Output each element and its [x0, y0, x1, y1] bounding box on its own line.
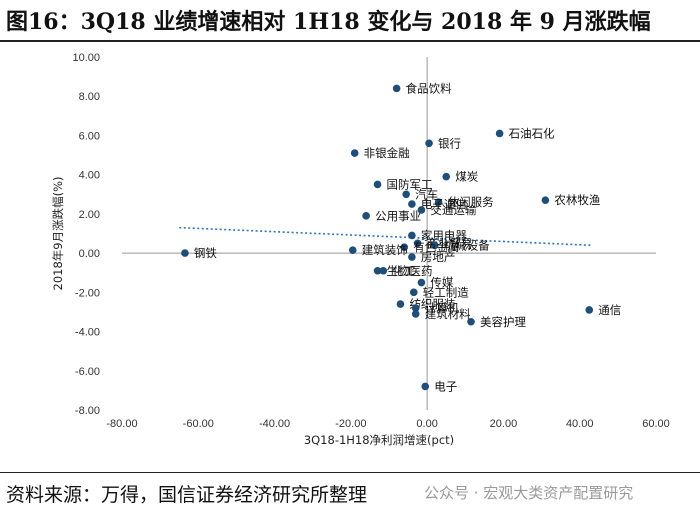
point-label: 钢铁	[194, 246, 217, 260]
data-point	[411, 304, 420, 312]
trendline-group	[179, 226, 592, 247]
point-label: 建筑装饰	[362, 243, 408, 257]
data-point	[417, 206, 426, 214]
point-label: 美容护理	[480, 315, 526, 329]
axes	[122, 57, 656, 410]
data-point	[379, 266, 388, 275]
y-tick-label: 4.00	[79, 170, 100, 182]
y-tick-label: 2.00	[79, 209, 100, 221]
data-point	[400, 243, 409, 252]
data-point	[425, 139, 433, 148]
data-point	[392, 84, 401, 93]
figure-title: 图16：3Q18 业绩增速相对 1H18 变化与 2018 年 9 月涨跌幅	[6, 9, 651, 35]
point-label: 公用事业	[375, 209, 421, 223]
x-tick-label: -80.00	[106, 418, 137, 430]
x-tick-label: -20.00	[335, 418, 366, 430]
point-label: 纺织服装	[409, 297, 455, 311]
x-axis-label: 3Q18-1H18净利润增速(pct)	[304, 433, 454, 447]
data-point	[373, 180, 382, 189]
source-rule	[0, 472, 700, 473]
y-tick-label: 0.00	[79, 248, 100, 260]
point-label: 通信	[598, 303, 621, 317]
trendline	[179, 226, 592, 247]
point-label: 国防军工	[387, 177, 433, 191]
data-point	[402, 190, 410, 199]
y-tick-label: -8.00	[75, 405, 100, 417]
data-point	[408, 231, 416, 240]
data-point	[417, 278, 426, 287]
data-point	[350, 149, 359, 157]
x-tick-label: -60.00	[183, 418, 214, 430]
x-tick-label: 40.00	[566, 418, 594, 430]
point-label: 电子	[434, 379, 457, 393]
data-point	[396, 300, 405, 308]
data-point	[430, 241, 439, 250]
data-point	[408, 200, 416, 208]
y-tick-label: -4.00	[75, 327, 100, 339]
point-label: 房地产	[421, 250, 456, 264]
point-label: 汽车	[415, 187, 438, 201]
point-label: 家用电器	[421, 228, 467, 242]
data-point	[409, 288, 418, 297]
point-label: 食品饮料	[406, 81, 452, 95]
y-axis-label: 2018年9月涨跌幅(%)	[51, 177, 65, 291]
data-point	[413, 239, 422, 248]
data-point	[421, 382, 430, 391]
data-point	[181, 249, 189, 257]
data-point	[541, 196, 550, 204]
point-label: 非银金融	[364, 146, 410, 160]
point-label: 轻工制造	[423, 285, 469, 299]
point-label: 建筑材料	[425, 307, 471, 321]
data-point	[434, 198, 443, 206]
y-tick-label: -6.00	[75, 366, 100, 378]
source-note: 资料来源：万得，国信证券经济研究所整理	[6, 484, 368, 506]
x-tick-label: 0.00	[416, 418, 437, 430]
x-tick-label: -40.00	[259, 418, 290, 430]
x-tick-label: 60.00	[642, 418, 670, 430]
data-point	[495, 129, 504, 138]
x-tick-label: 20.00	[490, 418, 518, 430]
y-tick-label: 8.00	[79, 91, 100, 103]
point-label: 有色金属	[413, 240, 459, 254]
data-point	[408, 253, 416, 261]
y-tick-label: 6.00	[79, 130, 100, 142]
point-label: 电子通信	[421, 197, 467, 211]
title-rule	[0, 40, 700, 42]
axis-ticks: 10.00 8.00 6.00 4.00 2.00 0.00 -2.00 -4.00 -6.00…	[72, 52, 669, 430]
data-point	[442, 172, 451, 181]
point-label: 银行	[438, 136, 461, 150]
point-label: 生物医药	[387, 264, 433, 278]
point-label: 机械设备	[444, 238, 490, 252]
watermark-text: 公众号 · 宏观大类资产配置研究	[424, 484, 634, 502]
data-point	[348, 246, 357, 254]
point-label: 农林牧渔	[554, 193, 600, 207]
scatter-chart: 10.00 8.00 6.00 4.00 2.00 0.00 -2.00 -4.00 -6.00…	[51, 52, 670, 447]
data-point	[411, 310, 420, 318]
point-label: 计算机	[425, 301, 460, 315]
data-point	[585, 306, 594, 314]
data-point	[373, 266, 382, 275]
point-label: 石油石化	[509, 126, 555, 140]
point-label: 传媒	[430, 276, 453, 290]
point-label: 休闲服务	[448, 195, 494, 209]
data-point	[362, 212, 370, 220]
point-label: 煤炭	[455, 170, 478, 184]
y-tick-label: -2.00	[75, 287, 100, 299]
data-point	[467, 317, 475, 326]
point-label: 交通运输	[430, 203, 476, 217]
y-tick-label: 10.00	[72, 52, 100, 64]
point-label: 化工	[392, 264, 415, 278]
